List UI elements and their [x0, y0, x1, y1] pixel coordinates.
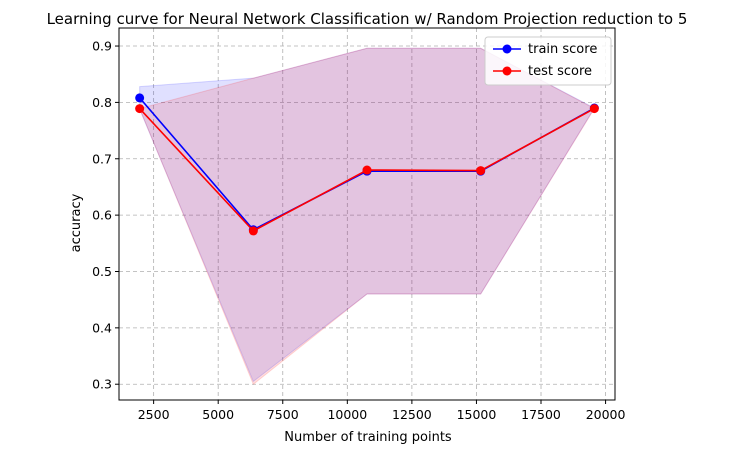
x-axis-label: Number of training points	[284, 430, 452, 445]
y-tick-label: 0.3	[92, 377, 112, 392]
legend-train-label: train score	[528, 42, 597, 57]
series-band-0	[139, 47, 596, 383]
x-tick-label: 7500	[267, 407, 299, 422]
legend-test-marker	[502, 66, 512, 76]
series-lines	[135, 93, 599, 236]
x-tick-label: 2500	[138, 407, 170, 422]
confidence-bands	[138, 47, 596, 386]
series-point-1	[248, 226, 258, 236]
y-tick-label: 0.5	[92, 264, 112, 279]
axis-ticks: 2500 5000 7500 10000 12500 15000 17500 20000 0.3…	[92, 39, 625, 422]
x-tick-label: 5000	[202, 407, 234, 422]
y-tick-label: 0.9	[92, 39, 112, 54]
x-tick-label: 17500	[521, 407, 561, 422]
legend-test-label: test score	[528, 64, 592, 79]
series-point-1	[135, 104, 145, 114]
series-point-1	[362, 165, 372, 175]
x-tick-label: 20000	[586, 407, 626, 422]
x-tick-label: 10000	[327, 407, 367, 422]
y-tick-label: 0.8	[92, 95, 112, 110]
legend: train score test score	[484, 36, 612, 86]
series-point-1	[476, 166, 486, 176]
y-tick-label: 0.4	[92, 320, 112, 335]
y-tick-label: 0.6	[92, 208, 112, 223]
y-axis-label: accuracy	[69, 193, 84, 252]
x-tick-label: 12500	[392, 407, 432, 422]
chart-title: Learning curve for Neural Network Classi…	[47, 10, 688, 28]
series-band-1	[138, 47, 596, 386]
series-point-1	[589, 104, 599, 114]
y-tick-label: 0.7	[92, 151, 112, 166]
plot-frame	[118, 27, 616, 401]
x-tick-label: 15000	[457, 407, 497, 422]
legend-train-marker	[502, 44, 512, 54]
series-point-0	[135, 93, 145, 103]
